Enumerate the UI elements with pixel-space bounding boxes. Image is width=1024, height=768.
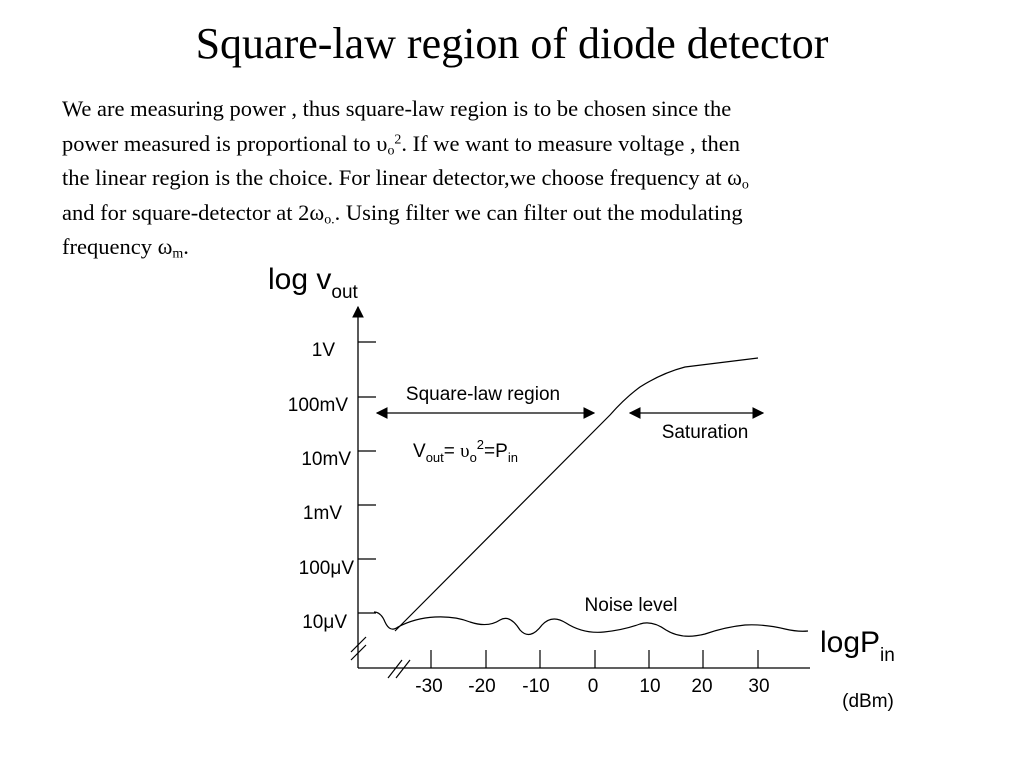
x-tick-label: -20 [468, 676, 495, 697]
saturation-label: Saturation [662, 422, 749, 443]
y-axis-break-mark [350, 636, 367, 661]
x-tick-label: 20 [691, 676, 712, 697]
superscript: 2 [394, 131, 402, 147]
y-tick-marks [358, 341, 376, 614]
noise-level-curve [373, 611, 809, 637]
paragraph-line: and for square-detector at 2ωo.. Using f… [62, 196, 962, 231]
omega-symbol: ω [157, 234, 173, 259]
x-tick-label: 0 [588, 676, 599, 697]
eq-v-sub: out [426, 450, 444, 465]
square-law-region-label: Square-law region [406, 384, 560, 405]
y-tick-label: 100mV [288, 395, 349, 416]
subscript: o [387, 142, 395, 158]
text-run: power measured is proportional to [62, 130, 377, 156]
x-tick-label: 30 [748, 676, 769, 697]
x-tick-marks [430, 650, 759, 668]
omega-symbol: ω [309, 199, 325, 225]
text-run: . If we want to measure voltage , then [401, 130, 741, 156]
slide-title: Square-law region of diode detector [195, 19, 829, 68]
upsilon-symbol: υ [376, 130, 388, 156]
x-tick-label: -10 [522, 676, 549, 697]
detector-response-curve [394, 357, 759, 632]
text-run: and for square-detector at 2 [62, 199, 310, 225]
y-axis-title: log vout [268, 263, 359, 303]
x-axis-title-main: logP [820, 626, 880, 659]
y-tick-label: 10μV [302, 612, 347, 633]
square-law-equation: Vout= υo2=Pin [413, 437, 518, 465]
subscript: o [741, 177, 749, 193]
x-axis-break-mark [387, 659, 411, 679]
text-run: . [183, 234, 189, 259]
subscript: m [172, 246, 184, 262]
y-axis-title-sub: out [331, 282, 358, 303]
body-paragraph: We are measuring power , thus square-law… [62, 92, 962, 265]
eq-equals: = [444, 441, 460, 462]
noise-level-label: Noise level [585, 595, 678, 616]
eq-p: =P [484, 441, 508, 462]
text-run: frequency [62, 234, 158, 259]
subscript: o. [324, 211, 335, 227]
x-axis-title-sub: in [880, 645, 895, 666]
x-tick-label: -30 [415, 676, 442, 697]
y-tick-label: 100μV [299, 558, 355, 579]
y-tick-label: 1mV [303, 503, 342, 524]
x-axis-title: logPin [820, 626, 895, 666]
eq-p-sub: in [508, 450, 518, 465]
x-axis-unit: (dBm) [842, 691, 894, 712]
text-run: . Using filter we can filter out the mod… [334, 199, 743, 225]
eq-upsilon: υ [460, 441, 469, 462]
paragraph-line: We are measuring power , thus square-law… [62, 92, 962, 127]
y-axis-title-main: log v [268, 263, 331, 296]
text-run: We are measuring power , thus square-law… [62, 96, 732, 121]
paragraph-line: frequency ωm. [62, 230, 962, 265]
omega-symbol: ω [727, 165, 742, 190]
y-tick-label: 1V [312, 340, 336, 361]
paragraph-line: the linear region is the choice. For lin… [62, 161, 962, 196]
y-tick-label: 10mV [301, 449, 351, 470]
paragraph-line: power measured is proportional to υo2. I… [62, 127, 962, 162]
x-tick-label: 10 [639, 676, 660, 697]
eq-upsilon-sub: o [470, 450, 477, 465]
text-run: the linear region is the choice. For lin… [62, 165, 728, 190]
eq-superscript: 2 [477, 437, 484, 452]
eq-v: V [413, 441, 426, 462]
